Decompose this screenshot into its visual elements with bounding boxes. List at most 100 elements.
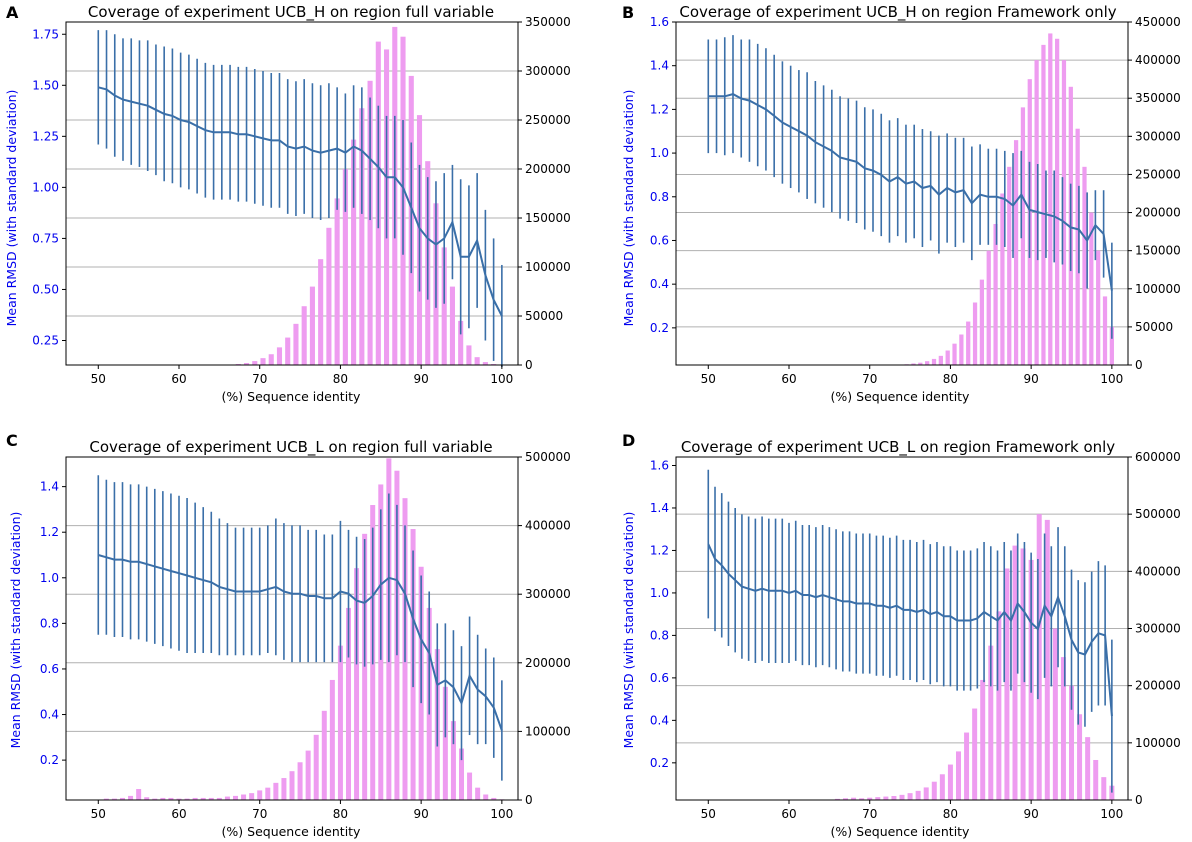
- coverage-bar: [168, 797, 174, 800]
- coverage-bar: [260, 358, 266, 365]
- y-left-tick-label: 0.25: [32, 334, 59, 348]
- x-tick-label: 70: [252, 372, 267, 386]
- y-left-tick-label: 1.75: [32, 27, 59, 41]
- y-right-tick-label: 500000: [525, 450, 571, 464]
- coverage-bar: [945, 350, 950, 365]
- mean-rmsd-line: [98, 86, 503, 317]
- y-left-tick-label: 1.25: [32, 129, 59, 143]
- x-tick-label: 80: [943, 372, 958, 386]
- y-left-tick-label: 0.4: [650, 713, 669, 727]
- coverage-bar: [1052, 628, 1058, 800]
- x-tick-label: 70: [862, 372, 877, 386]
- panel-d-letter: D: [622, 431, 635, 450]
- coverage-bar: [1075, 128, 1080, 365]
- coverage-bar: [1101, 777, 1107, 800]
- coverage-bar: [1082, 166, 1087, 365]
- coverage-bar: [834, 798, 840, 800]
- coverage-bar: [449, 286, 455, 365]
- coverage-bar: [301, 306, 307, 365]
- coverage-bar: [474, 357, 480, 365]
- coverage-bar: [144, 797, 150, 800]
- coverage-bar: [265, 787, 271, 800]
- coverage-bar: [1061, 60, 1067, 365]
- coverage-bar: [281, 778, 287, 800]
- y-left-tick-label: 1.2: [650, 102, 669, 116]
- coverage-bar: [354, 568, 360, 800]
- panel-c: C Coverage of experiment UCB_L on region…: [6, 431, 571, 839]
- coverage-bar: [1085, 737, 1091, 800]
- axes-frame: [65, 21, 519, 366]
- x-tick-label: 100: [1100, 807, 1123, 821]
- y-right-tick-label: 300000: [1135, 622, 1181, 636]
- coverage-bar: [1007, 166, 1012, 365]
- coverage-bar: [1000, 193, 1005, 365]
- coverage-bar: [208, 797, 214, 800]
- mean-rmsd-line: [98, 554, 503, 731]
- y-left-tick-label: 0.4: [650, 277, 669, 291]
- coverage-bar: [482, 362, 488, 365]
- mean-rmsd-line: [708, 93, 1113, 291]
- coverage-bar: [289, 771, 295, 800]
- coverage-bar: [1109, 326, 1114, 365]
- coverage-bar: [318, 259, 324, 365]
- panel-a-ylabel: Mean RMSD (with standard deviation): [4, 90, 19, 327]
- y-right-tick-label: 250000: [525, 113, 571, 127]
- coverage-bar: [1012, 545, 1018, 800]
- coverage-bar: [1004, 568, 1010, 800]
- y-right-tick-label: 200000: [1135, 206, 1181, 220]
- y-left-tick-label: 1.6: [650, 15, 669, 29]
- coverage-bar: [466, 345, 472, 365]
- coverage-bar: [1093, 759, 1099, 800]
- coverage-bar: [986, 250, 991, 365]
- coverage-bar: [329, 679, 335, 800]
- coverage-bar: [980, 679, 986, 800]
- y-left-tick-label: 1.50: [32, 78, 59, 92]
- coverage-bar: [911, 363, 916, 365]
- coverage-bar: [273, 782, 279, 800]
- y-left-tick-label: 0.6: [40, 662, 59, 676]
- coverage-bar: [345, 607, 352, 800]
- coverage-bar: [103, 798, 109, 800]
- y-left-tick-label: 1.4: [650, 59, 669, 73]
- x-tick-label: 50: [91, 807, 106, 821]
- y-left-tick-label: 1.0: [650, 586, 669, 600]
- coverage-bar: [483, 794, 489, 800]
- panel-a-letter: A: [6, 3, 19, 22]
- panel-b: B Coverage of experiment UCB_H on region…: [621, 3, 1181, 404]
- x-tick-label: 60: [781, 807, 796, 821]
- coverage-bar: [925, 361, 930, 365]
- coverage-bar: [891, 795, 897, 800]
- y-right-tick-label: 0: [525, 358, 533, 372]
- coverage-bar: [952, 343, 957, 365]
- coverage-bar: [1036, 514, 1042, 800]
- y-left-tick-label: 0.6: [650, 671, 669, 685]
- panel-b-plot: 50 60 70 80 90 100 0.2 0.4 0.6 0.8 1.0 1.2 1.4 1.6 0 50…: [650, 15, 1181, 386]
- coverage-bar: [875, 797, 881, 800]
- coverage-bar: [293, 323, 299, 365]
- mean-rmsd-line: [707, 543, 1113, 717]
- y-left-tick-label: 1.4: [650, 501, 669, 515]
- x-tick-label: 50: [701, 372, 716, 386]
- coverage-bar: [442, 686, 448, 800]
- coverage-bar: [232, 795, 239, 800]
- coverage-bar: [309, 286, 315, 365]
- y-left-tick-label: 1.4: [40, 480, 59, 494]
- panel-a-xlabel: (%) Sequence identity: [222, 389, 362, 404]
- coverage-bar: [1109, 785, 1115, 800]
- panel-c-title: Coverage of experiment UCB_L on region f…: [89, 438, 492, 457]
- coverage-bar: [252, 361, 258, 365]
- coverage-bar: [152, 798, 158, 800]
- coverage-bar: [1020, 548, 1026, 800]
- y-right-tick-label: 0: [1135, 793, 1143, 807]
- coverage-bar: [1048, 33, 1053, 365]
- coverage-bar: [367, 80, 373, 366]
- coverage-bar: [216, 797, 222, 800]
- y-left-tick-label: 1.2: [40, 525, 59, 539]
- coverage-bar: [1102, 296, 1108, 365]
- panel-a-title: Coverage of experiment UCB_H on region f…: [88, 3, 494, 22]
- x-tick-label: 60: [171, 807, 186, 821]
- coverage-bar: [200, 797, 206, 800]
- coverage-bar: [326, 227, 332, 365]
- y-right-tick-label: 600000: [1135, 450, 1181, 464]
- panel-d-xlabel: (%) Sequence identity: [831, 824, 971, 839]
